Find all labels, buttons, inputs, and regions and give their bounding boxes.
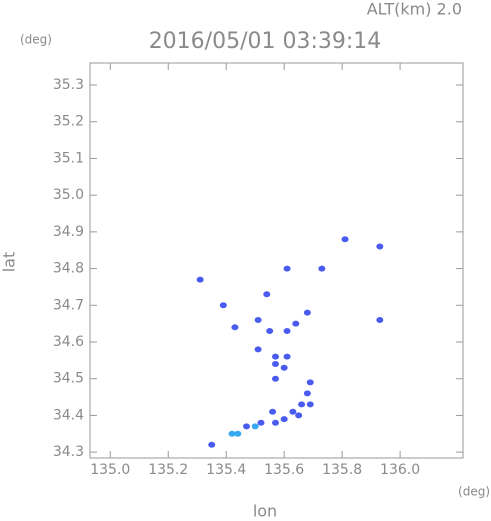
echo-point (341, 236, 349, 243)
echo-point (243, 423, 251, 430)
y-tick-label: 34.6 (53, 334, 84, 350)
y-tick-label: 35.1 (53, 150, 84, 166)
y-axis-label: lat (0, 252, 19, 273)
echo-point (208, 441, 216, 448)
echo-point (254, 346, 262, 353)
echo-point (303, 390, 311, 397)
x-tick-label: 135.6 (264, 462, 304, 478)
echo-point (303, 309, 311, 316)
echo-point (257, 419, 265, 426)
echo-point (263, 291, 271, 298)
echo-point (280, 416, 288, 423)
y-tick-label: 34.9 (53, 224, 84, 240)
echo-point (283, 353, 291, 360)
y-tick-label: 34.8 (53, 261, 84, 277)
echo-point (271, 361, 279, 368)
echo-point (196, 276, 204, 283)
echo-point (219, 302, 227, 309)
y-tick-label: 35.0 (53, 187, 84, 203)
echo-point (295, 412, 303, 419)
echo-point (292, 320, 300, 327)
echo-point (306, 401, 314, 408)
x-axis-label: lon (253, 502, 277, 521)
echo-point (234, 430, 242, 437)
x-tick-label: 135.2 (148, 462, 188, 478)
altitude-annotation: ALT(km) 2.0 (367, 0, 462, 19)
echo-point (254, 316, 262, 323)
echo-point (318, 265, 326, 272)
y-tick-label: 34.3 (53, 444, 84, 460)
echo-point (376, 243, 384, 250)
echo-point (376, 316, 384, 323)
y-tick-label: 34.5 (53, 371, 84, 387)
y-tick-label: 35.3 (53, 77, 84, 93)
y-tick-label: 34.4 (53, 407, 84, 423)
y-tick-label: 35.2 (53, 114, 84, 130)
echo-point (271, 419, 279, 426)
echo-point (306, 379, 314, 386)
echo-point (269, 408, 277, 415)
echo-point (251, 423, 259, 430)
echo-point (231, 324, 239, 331)
echo-point (298, 401, 306, 408)
chart-title: 2016/05/01 03:39:14 (149, 29, 382, 54)
echo-point (271, 353, 279, 360)
echo-point (283, 265, 291, 272)
x-tick-label: 135.4 (206, 462, 246, 478)
echo-point (280, 364, 288, 371)
echo-point (266, 327, 274, 334)
echo-point (283, 327, 291, 334)
echo-point (289, 408, 297, 415)
y-tick-label: 34.7 (53, 297, 84, 313)
x-tick-label: 136.0 (380, 462, 420, 478)
plot-frame (89, 62, 464, 459)
echo-point (228, 430, 236, 437)
y-unit: (deg) (20, 33, 52, 47)
x-tick-label: 135.0 (90, 462, 130, 478)
x-tick-label: 135.8 (322, 462, 362, 478)
x-unit: (deg) (458, 485, 490, 499)
echo-point (271, 375, 279, 382)
